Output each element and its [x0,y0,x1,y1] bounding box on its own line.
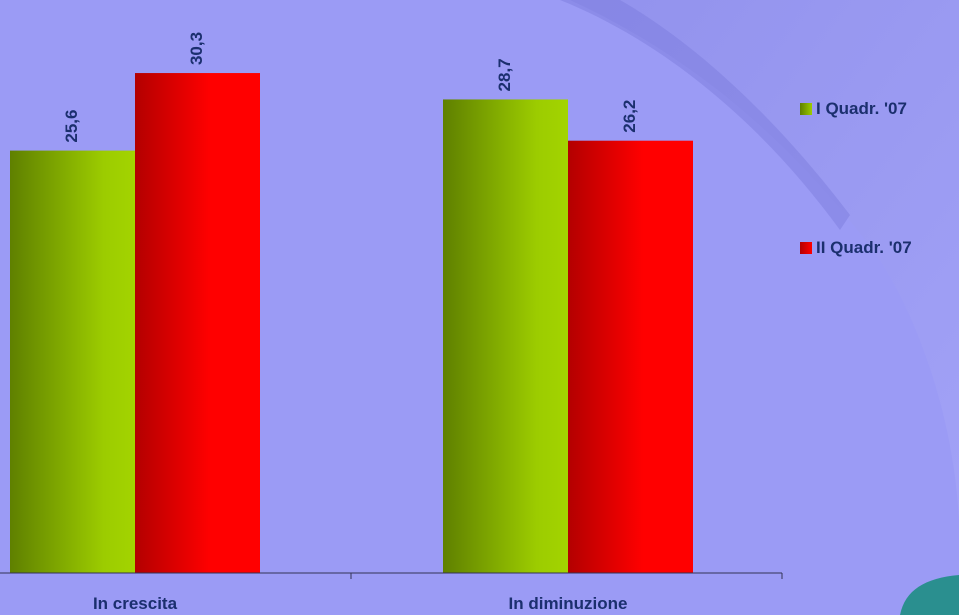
data-label-1-series-1: 25,6 [62,110,81,143]
category-label-1: In crescita [93,594,178,613]
data-label-2-series-1: 28,7 [495,58,514,91]
legend-item-series-1: I Quadr. '07 [800,99,907,119]
data-label-2-series-2: 26,2 [620,100,639,133]
bar-2-series-2 [568,140,693,573]
bar-1-series-2 [135,73,260,574]
bar-2-series-1 [443,99,568,573]
x-axis [0,572,783,579]
corner-logo-shape [900,575,959,615]
legend-label-series-1: I Quadr. '07 [816,99,907,118]
category-label-2: In diminuzione [509,594,628,613]
data-label-1-series-2: 30,3 [187,32,206,65]
bar-1-series-1 [10,150,135,573]
legend-label-series-2: II Quadr. '07 [816,238,912,257]
legend-swatch-green [800,103,812,115]
legend-swatch-red [800,242,812,254]
legend-item-series-2: II Quadr. '07 [800,238,912,258]
background-swoosh [570,0,959,520]
